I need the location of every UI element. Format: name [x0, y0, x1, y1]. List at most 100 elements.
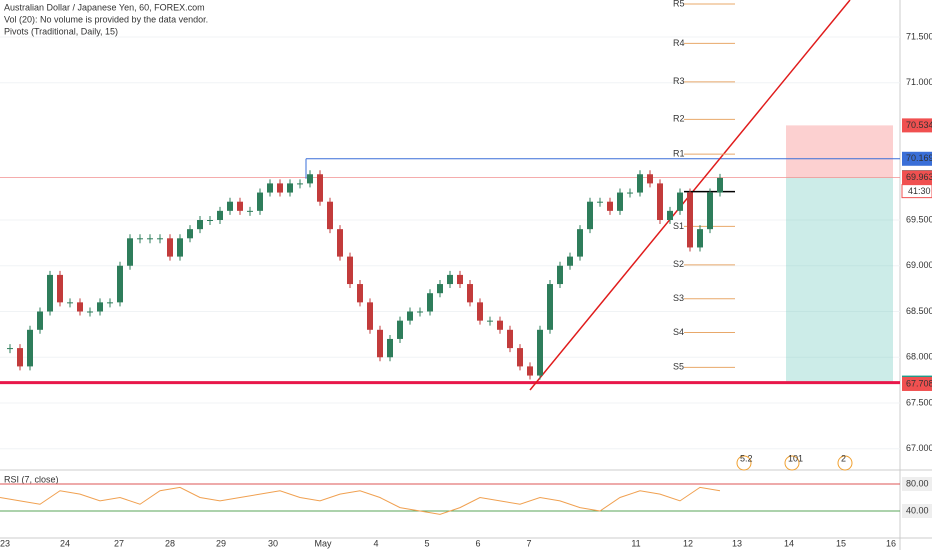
candle — [27, 329, 33, 367]
pivot-label: R2 — [673, 114, 685, 124]
countdown-box — [901, 184, 932, 199]
candle — [7, 348, 13, 350]
candle — [417, 311, 423, 313]
price-label: 70.534 — [906, 120, 932, 130]
pivot-label: S2 — [673, 259, 684, 269]
pivot-label: R5 — [673, 0, 685, 8]
time-tick-label: 15 — [836, 538, 846, 548]
price-tick-label: 71.500 — [906, 31, 932, 41]
candle — [257, 192, 263, 211]
price-tick-label: 69.000 — [906, 260, 932, 270]
event-count: 101 — [788, 453, 803, 463]
rsi-legend: RSI (7, close) — [4, 474, 59, 484]
candle — [647, 174, 653, 184]
time-tick-label: 23 — [0, 538, 10, 548]
time-tick-label: 24 — [60, 538, 70, 548]
candle — [477, 302, 483, 321]
candle — [447, 274, 453, 285]
candle — [467, 284, 473, 303]
candle — [17, 348, 23, 367]
candle — [597, 201, 603, 203]
price-tick-label: 67.500 — [906, 397, 932, 407]
candle — [237, 201, 243, 211]
candle — [37, 311, 43, 330]
pivot-label: R1 — [673, 148, 685, 158]
event-icon[interactable] — [736, 455, 752, 471]
candle — [317, 174, 323, 202]
event-count: 5.2 — [740, 453, 753, 463]
rsi-tick-label: 80.00 — [906, 478, 929, 488]
pivot-label: S3 — [673, 293, 684, 303]
candle — [187, 229, 193, 239]
candle — [267, 183, 273, 193]
candle — [367, 302, 373, 330]
price-tick-label: 68.000 — [906, 352, 932, 362]
candle — [77, 302, 83, 312]
price-label-box — [902, 151, 932, 166]
candle — [207, 220, 213, 221]
candle — [167, 238, 173, 257]
candle — [687, 192, 693, 248]
target-zone — [786, 177, 893, 383]
candle — [657, 183, 663, 220]
candle — [497, 320, 503, 330]
pivot-label: S1 — [673, 221, 684, 231]
time-tick-label: 27 — [114, 538, 124, 548]
candle — [397, 320, 403, 339]
candle — [47, 274, 53, 312]
candle — [577, 229, 583, 257]
candle — [157, 238, 163, 240]
price-tick-label: 71.000 — [906, 77, 932, 87]
rsi-tick-box — [902, 477, 932, 491]
candle — [307, 174, 313, 184]
candle — [217, 210, 223, 220]
pivot-label: R3 — [673, 76, 685, 86]
candle — [347, 256, 353, 285]
time-tick-label: 13 — [732, 538, 742, 548]
pivots-legend: Pivots (Traditional, Daily, 15) — [4, 26, 118, 36]
time-tick-label: 5 — [424, 538, 429, 548]
candle — [177, 238, 183, 257]
candle — [617, 192, 623, 211]
candle — [407, 311, 413, 321]
time-tick-label: 11 — [631, 538, 640, 548]
event-icon[interactable] — [837, 455, 853, 471]
time-tick-label: May — [314, 538, 332, 548]
candle — [387, 338, 393, 358]
candle — [717, 177, 723, 193]
symbol-legend: Australian Dollar / Japanese Yen, 60, FO… — [4, 2, 205, 12]
time-tick-label: 6 — [475, 538, 480, 548]
price-label-box — [902, 118, 932, 133]
candle — [97, 302, 103, 312]
candle — [537, 329, 543, 376]
candle — [487, 320, 493, 322]
time-tick-label: 4 — [373, 538, 378, 548]
candle — [427, 293, 433, 312]
candle — [697, 229, 703, 248]
candle — [197, 220, 203, 230]
countdown: 41:30 — [908, 186, 931, 196]
time-tick-label: 16 — [886, 538, 896, 548]
candle — [277, 183, 283, 193]
price-label: 67.708 — [906, 378, 932, 388]
candle — [87, 311, 93, 313]
candle — [457, 274, 463, 285]
candle — [677, 192, 683, 211]
candle — [587, 201, 593, 230]
pivot-label: S5 — [673, 362, 684, 372]
candle — [227, 201, 233, 211]
candle — [527, 366, 533, 376]
price-label-box — [902, 170, 932, 185]
stop-zone — [786, 125, 893, 178]
time-tick-label: 12 — [683, 538, 693, 548]
candle — [607, 201, 613, 211]
candle — [627, 192, 633, 194]
time-tick-label: 28 — [165, 538, 175, 548]
rsi-line — [0, 486, 721, 515]
candle — [567, 256, 573, 266]
event-icon[interactable] — [784, 455, 800, 471]
time-tick-label: 30 — [268, 538, 278, 548]
candle — [377, 329, 383, 358]
